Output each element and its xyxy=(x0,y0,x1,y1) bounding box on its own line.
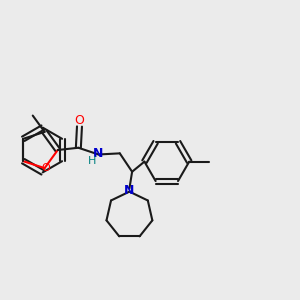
Text: O: O xyxy=(74,114,84,128)
Text: N: N xyxy=(93,147,104,160)
Text: O: O xyxy=(41,163,50,173)
Text: N: N xyxy=(124,184,135,197)
Text: H: H xyxy=(88,156,96,166)
